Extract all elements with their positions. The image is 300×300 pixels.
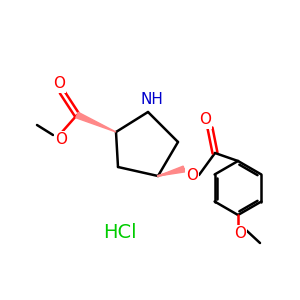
Text: O: O — [55, 133, 67, 148]
Polygon shape — [158, 166, 185, 176]
Text: O: O — [186, 167, 198, 182]
Text: O: O — [199, 112, 211, 128]
Polygon shape — [76, 112, 116, 132]
Text: O: O — [234, 226, 246, 242]
Text: HCl: HCl — [103, 223, 137, 242]
Text: O: O — [53, 76, 65, 92]
Text: NH: NH — [141, 92, 164, 106]
